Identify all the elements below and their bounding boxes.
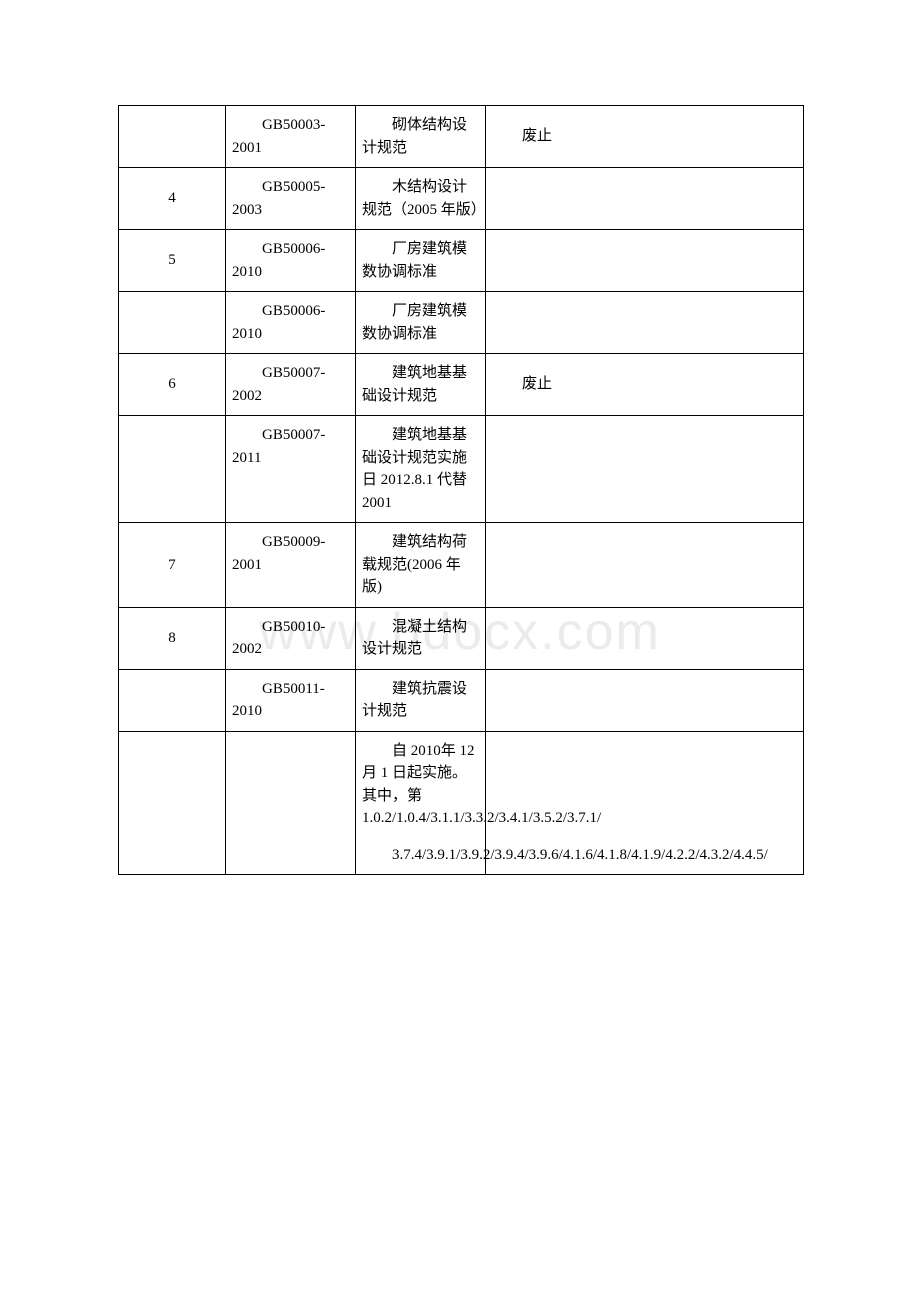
cell-name: 自 2010年 12 月 1 日起实施。其中，第 1.0.2/1.0.4/3.1… — [356, 731, 486, 875]
table-row: GB50011-2010 建筑抗震设计规范 — [119, 669, 804, 731]
cell-num — [119, 292, 226, 354]
cell-name: 建筑结构荷载规范(2006 年版) — [356, 523, 486, 608]
table-row: 7 GB50009-2001 建筑结构荷载规范(2006 年版) — [119, 523, 804, 608]
cell-num: 7 — [119, 523, 226, 608]
cell-num — [119, 416, 226, 523]
cell-name: 建筑地基基础设计规范实施日 2012.8.1 代替 2001 — [356, 416, 486, 523]
cell-num: 4 — [119, 168, 226, 230]
cell-code: GB50010-2002 — [226, 607, 356, 669]
table-row: GB50003-2001 砌体结构设计规范 废止 — [119, 106, 804, 168]
cell-code: GB50006-2010 — [226, 292, 356, 354]
cell-status: 废止 — [486, 106, 804, 168]
cell-num — [119, 106, 226, 168]
cell-status — [486, 607, 804, 669]
cell-code: GB50006-2010 — [226, 230, 356, 292]
cell-status — [486, 230, 804, 292]
cell-status — [486, 168, 804, 230]
cell-num: 8 — [119, 607, 226, 669]
cell-num — [119, 669, 226, 731]
cell-name: 建筑抗震设计规范 — [356, 669, 486, 731]
cell-status — [486, 523, 804, 608]
cell-status — [486, 292, 804, 354]
cell-status — [486, 669, 804, 731]
cell-code: GB50007-2011 — [226, 416, 356, 523]
cell-name: 木结构设计规范（2005 年版） — [356, 168, 486, 230]
standards-table: GB50003-2001 砌体结构设计规范 废止 4 GB50005-2003 … — [118, 105, 804, 875]
cell-num — [119, 731, 226, 875]
table-row: GB50006-2010 厂房建筑模数协调标准 — [119, 292, 804, 354]
cell-status — [486, 416, 804, 523]
table-row: 5 GB50006-2010 厂房建筑模数协调标准 — [119, 230, 804, 292]
cell-code: GB50007-2002 — [226, 354, 356, 416]
cell-num: 6 — [119, 354, 226, 416]
table-row: 自 2010年 12 月 1 日起实施。其中，第 1.0.2/1.0.4/3.1… — [119, 731, 804, 875]
cell-code: GB50011-2010 — [226, 669, 356, 731]
cell-name: 厂房建筑模数协调标准 — [356, 230, 486, 292]
cell-code — [226, 731, 356, 875]
cell-name: 混凝土结构设计规范 — [356, 607, 486, 669]
cell-name: 砌体结构设计规范 — [356, 106, 486, 168]
table-row: 6 GB50007-2002 建筑地基基础设计规范 废止 — [119, 354, 804, 416]
cell-status: 废止 — [486, 354, 804, 416]
cell-code: GB50009-2001 — [226, 523, 356, 608]
cell-code: GB50005-2003 — [226, 168, 356, 230]
cell-name: 厂房建筑模数协调标准 — [356, 292, 486, 354]
table-row: 4 GB50005-2003 木结构设计规范（2005 年版） — [119, 168, 804, 230]
cell-code: GB50003-2001 — [226, 106, 356, 168]
cell-name: 建筑地基基础设计规范 — [356, 354, 486, 416]
table-row: GB50007-2011 建筑地基基础设计规范实施日 2012.8.1 代替 2… — [119, 416, 804, 523]
cell-num: 5 — [119, 230, 226, 292]
table-row: 8 GB50010-2002 混凝土结构设计规范 — [119, 607, 804, 669]
